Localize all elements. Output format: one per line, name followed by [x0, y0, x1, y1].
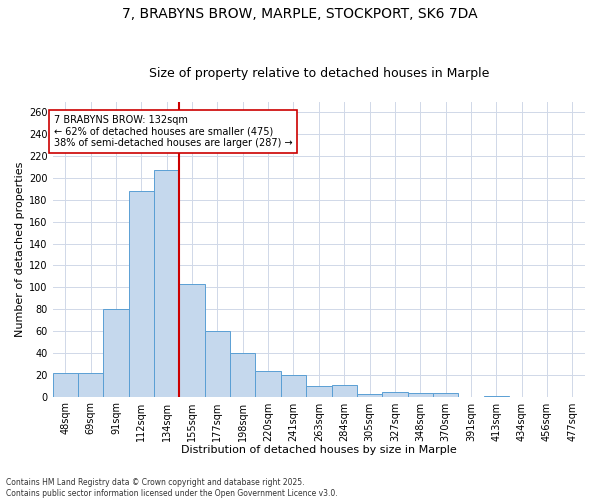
Bar — [179, 284, 205, 397]
X-axis label: Distribution of detached houses by size in Marple: Distribution of detached houses by size … — [181, 445, 457, 455]
Bar — [306, 386, 332, 396]
Bar — [129, 191, 154, 396]
Bar — [357, 394, 382, 396]
Title: Size of property relative to detached houses in Marple: Size of property relative to detached ho… — [149, 66, 489, 80]
Bar — [407, 394, 433, 396]
Bar — [230, 353, 256, 397]
Bar — [281, 374, 306, 396]
Bar — [382, 392, 407, 396]
Y-axis label: Number of detached properties: Number of detached properties — [15, 162, 25, 336]
Bar — [433, 394, 458, 396]
Bar — [154, 170, 179, 396]
Bar — [205, 331, 230, 396]
Text: 7 BRABYNS BROW: 132sqm
← 62% of detached houses are smaller (475)
38% of semi-de: 7 BRABYNS BROW: 132sqm ← 62% of detached… — [54, 114, 293, 148]
Text: Contains HM Land Registry data © Crown copyright and database right 2025.
Contai: Contains HM Land Registry data © Crown c… — [6, 478, 338, 498]
Bar — [103, 309, 129, 396]
Bar — [332, 384, 357, 396]
Bar — [256, 372, 281, 396]
Bar — [78, 372, 103, 396]
Text: 7, BRABYNS BROW, MARPLE, STOCKPORT, SK6 7DA: 7, BRABYNS BROW, MARPLE, STOCKPORT, SK6 … — [122, 8, 478, 22]
Bar — [53, 372, 78, 396]
